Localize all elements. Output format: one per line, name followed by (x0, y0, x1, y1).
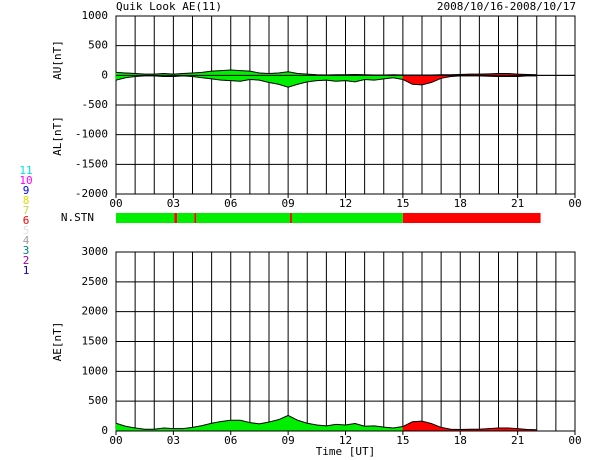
station-legend-label: 8 (23, 194, 30, 207)
station-legend-label: 3 (23, 244, 30, 257)
x-tick-label: 00 (109, 197, 122, 210)
x-tick-label: 15 (396, 434, 409, 447)
station-legend-label: 2 (23, 254, 30, 267)
area-fill (220, 419, 231, 432)
date-range: 2008/10/16-2008/10/17 (437, 0, 576, 13)
x-tick-label: 12 (339, 434, 352, 447)
x-tick-label: 09 (282, 197, 295, 210)
y-tick-label: 500 (88, 39, 108, 52)
station-legend-label: 6 (23, 214, 30, 227)
n-stn-segment (402, 213, 541, 223)
n-stn-segment (116, 213, 175, 223)
y-tick-label: 1500 (82, 335, 109, 348)
x-tick-label: 00 (568, 434, 581, 447)
x-tick-label: 18 (454, 434, 467, 447)
series-line (115, 75, 537, 88)
area-fill (412, 75, 423, 86)
station-legend-label: 11 (19, 164, 32, 177)
x-tick-label: 03 (167, 197, 180, 210)
y-axis-label: AU[nT] (51, 40, 64, 80)
n-stn-segment (196, 213, 291, 223)
y-tick-label: 1000 (82, 9, 109, 22)
station-legend-label: 7 (23, 204, 30, 217)
x-tick-label: 09 (282, 434, 295, 447)
n-stn-label: N.STN (61, 211, 94, 224)
x-tick-label: 00 (109, 434, 122, 447)
chart-title: Quik Look AE(11) (116, 0, 222, 13)
x-tick-label: 18 (454, 197, 467, 210)
station-legend-label: 5 (23, 224, 30, 237)
station-legend-label: 4 (23, 234, 30, 247)
x-tick-label: 15 (396, 197, 409, 210)
y-tick-label: 500 (88, 394, 108, 407)
n-stn-segment (174, 213, 178, 223)
y-tick-label: -500 (82, 98, 109, 111)
x-axis-label: Time [UT] (316, 445, 376, 458)
n-stn-segment (194, 213, 197, 223)
area-fill (230, 420, 241, 432)
y-tick-label: 2500 (82, 275, 109, 288)
y-tick-label: 0 (101, 424, 108, 437)
x-tick-label: 03 (167, 434, 180, 447)
n-stn-segment (291, 213, 403, 223)
x-tick-label: 06 (224, 197, 237, 210)
y-tick-label: 2000 (82, 305, 109, 318)
n-stn-segment (290, 213, 292, 223)
y-tick-label: 1000 (82, 364, 109, 377)
y-tick-label: -2000 (75, 187, 108, 200)
station-legend-label: 10 (19, 174, 32, 187)
station-legend-label: 1 (23, 264, 30, 277)
y-tick-label: 0 (101, 68, 108, 81)
area-fill (412, 420, 423, 432)
y-axis-label: AL[nT] (51, 116, 64, 156)
x-tick-label: 06 (224, 434, 237, 447)
series-line (115, 414, 537, 431)
y-tick-label: -1500 (75, 157, 108, 170)
y-axis-label: AE[nT] (51, 322, 64, 362)
x-tick-label: 12 (339, 197, 352, 210)
x-tick-label: 00 (568, 197, 581, 210)
y-tick-label: -1000 (75, 128, 108, 141)
x-tick-label: 21 (511, 434, 524, 447)
x-tick-label: 21 (511, 197, 524, 210)
n-stn-segment (177, 213, 195, 223)
area-fill (364, 425, 375, 432)
y-tick-label: 3000 (82, 245, 109, 258)
station-legend-label: 9 (23, 184, 30, 197)
